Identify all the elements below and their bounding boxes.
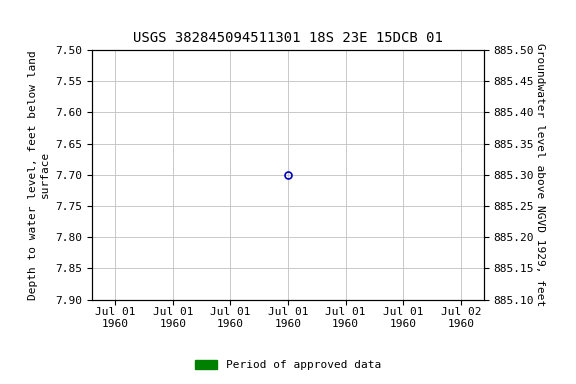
Title: USGS 382845094511301 18S 23E 15DCB 01: USGS 382845094511301 18S 23E 15DCB 01 <box>133 31 443 45</box>
Y-axis label: Depth to water level, feet below land
surface: Depth to water level, feet below land su… <box>28 50 50 300</box>
Legend: Period of approved data: Period of approved data <box>191 356 385 375</box>
Y-axis label: Groundwater level above NGVD 1929, feet: Groundwater level above NGVD 1929, feet <box>535 43 545 306</box>
